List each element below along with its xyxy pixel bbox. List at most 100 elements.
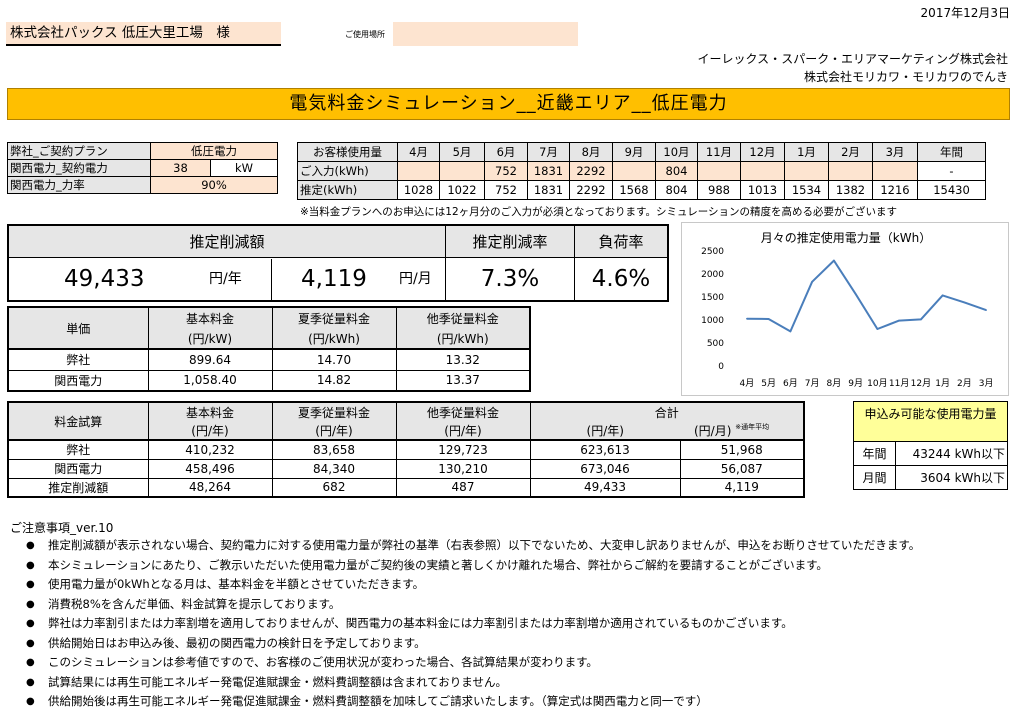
company-line-1: イーレックス・スパーク・エリアマーケティング株式会社: [697, 52, 1008, 66]
data-point: [920, 318, 922, 321]
usage-header-row: お客様使用量 4月 5月 6月 7月 8月 9月 10月 11月 12月 1月 …: [297, 142, 986, 162]
month-header: 3月: [872, 142, 918, 162]
company-line-2: 株式会社モリカワ・モリカワのでんき: [803, 70, 1008, 84]
usage-input-cell[interactable]: [872, 161, 918, 181]
table-cell: 14.70: [271, 348, 397, 371]
usage-input-cell[interactable]: 1831: [527, 161, 570, 181]
x-tick-label: 8月: [827, 378, 842, 389]
divider: [574, 226, 575, 300]
usage-table: お客様使用量 4月 5月 6月 7月 8月 9月 10月 11月 12月 1月 …: [297, 142, 986, 200]
x-tick-label: 4月: [740, 378, 755, 389]
usage-input-cell[interactable]: [697, 161, 741, 181]
row-label: 月間: [853, 465, 896, 490]
usage-input-cell[interactable]: [397, 161, 440, 181]
table-cell: 56,087: [679, 458, 805, 479]
row-label: 弊社: [7, 348, 149, 371]
usage-input-cell[interactable]: 2292: [569, 161, 613, 181]
reduction-header: 推定削減額: [9, 226, 445, 258]
load-header: 負荷率: [575, 226, 667, 258]
table-cell: 410,232: [147, 439, 273, 460]
y-tick-label: 2000: [701, 270, 724, 280]
usage-estimate-annual: 15430: [917, 180, 986, 200]
usage-input-cell[interactable]: 804: [655, 161, 698, 181]
notes-list: 推定削減額が表示されない場合、契約電力に対する使用電力量が弊社の基準（右表参照）…: [26, 536, 1016, 712]
month-header: 1月: [784, 142, 829, 162]
usage-input-cell[interactable]: [439, 161, 485, 181]
list-item: このシミュレーションは参考値ですので、お客様のご使用状況が変わった場合、各試算結…: [26, 653, 1016, 673]
usage-input-cell[interactable]: [828, 161, 873, 181]
contract-power-value: 38: [150, 159, 211, 177]
table-cell: 673,046: [529, 458, 681, 479]
customer-name: 株式会社パックス 低圧大里工場 様: [6, 22, 281, 46]
usage-input-annual: -: [917, 161, 986, 181]
table-cell: 458,496: [147, 458, 273, 479]
row-label: 推定削減額: [7, 477, 149, 498]
usage-input-label: ご入力(kWh): [297, 161, 398, 181]
total-header: 合計: [529, 401, 805, 421]
table-cell: 130,210: [395, 458, 531, 479]
series-line: [746, 259, 987, 333]
table-row: 弊社 899.64 14.70 13.32: [7, 348, 531, 371]
row-label: 年間: [853, 441, 896, 466]
table-cell: 487: [395, 477, 531, 498]
table-cell: 13.37: [395, 369, 531, 392]
x-tick-label: 5月: [761, 378, 776, 389]
plan-label: 弊社_ご契約プラン: [7, 142, 151, 160]
x-tick-label: 1月: [935, 378, 950, 389]
annual-header: 年間: [917, 142, 986, 162]
month-header: 8月: [569, 142, 613, 162]
y-tick-label: 1000: [701, 316, 724, 326]
plan-value: 低圧電力: [150, 142, 278, 160]
chart-plot: 0 500 1000 1500 2000 2500 4月 5月 6月 7月 8月 9月 10月 11月 12…: [701, 247, 993, 389]
list-item: 供給開始後は再生可能エネルギー発電促進賦課金・燃料費調整額を加味してご請求いたし…: [26, 692, 1016, 712]
data-point: [811, 280, 813, 283]
month-header: 4月: [397, 142, 440, 162]
plan-label: 関西電力_契約電力: [7, 159, 151, 177]
data-point: [746, 317, 748, 320]
usage-input-cell[interactable]: 752: [484, 161, 528, 181]
list-item: 弊社は力率割引または力率割増を適用しておりませんが、関西電力の基本料金には力率割…: [26, 614, 1016, 634]
x-tick-label: 6月: [783, 378, 798, 389]
usage-input-cell[interactable]: [740, 161, 785, 181]
calc-header: 他季従量料金: [395, 401, 531, 421]
usage-chart: 月々の推定使用電力量（kWh） 0 500 1000 1500 2000 2500 4月 5月…: [681, 222, 1009, 396]
usage-note: ※当料金プランへのお申込には12ヶ月分のご入力が必須となっております。シミュレー…: [300, 206, 898, 218]
annual-reduction-unit: 円/年: [209, 271, 242, 287]
x-tick-label: 11月: [889, 378, 909, 389]
unit-header: 他季従量料金: [395, 306, 531, 328]
divider: [271, 259, 272, 300]
plan-row: 弊社_ご契約プラン 低圧電力: [7, 142, 278, 160]
month-header: 9月: [612, 142, 656, 162]
y-tick-label: 1500: [701, 293, 724, 303]
usage-estimate-cell: 1534: [784, 180, 829, 200]
table-row: 推定削減額 48,264 682 487 49,433 4,119: [7, 477, 805, 498]
unit-header-unit: (円/kWh): [271, 328, 397, 350]
reduction-rate-value: 7.3%: [480, 266, 540, 292]
contract-power-unit: kW: [210, 159, 278, 177]
plan-row: 関西電力_力率 90%: [7, 176, 278, 194]
document-date: 2017年12月3日: [920, 6, 1010, 20]
location-label: ご使用場所: [345, 30, 385, 39]
table-row: 弊社 410,232 83,658 129,723 623,613 51,968: [7, 439, 805, 460]
usage-input-cell[interactable]: [612, 161, 656, 181]
table-cell: 129,723: [395, 439, 531, 460]
usage-input-cell[interactable]: [784, 161, 829, 181]
table-cell: 899.64: [147, 348, 273, 371]
usage-estimate-cell: 988: [697, 180, 741, 200]
row-label: 関西電力: [7, 458, 149, 479]
table-cell: 13.32: [395, 348, 531, 371]
calc-header: 夏季従量料金: [271, 401, 397, 421]
calc-header-unit: (円/年): [395, 421, 531, 441]
data-point: [876, 328, 879, 330]
table-cell: 51,968: [679, 439, 805, 460]
x-tick-label: 12月: [911, 378, 931, 389]
divider: [445, 226, 446, 300]
unit-header-unit: (円/kWh): [395, 328, 531, 350]
calc-header-unit: (円/年): [271, 421, 397, 441]
table-cell: 14.82: [271, 369, 397, 392]
plan-table: 弊社_ご契約プラン 低圧電力 関西電力_契約電力 38 kW 関西電力_力率 9…: [7, 142, 278, 194]
table-cell: 49,433: [529, 477, 681, 498]
total-month-note: ※通年平均: [735, 422, 770, 431]
month-header: 10月: [655, 142, 698, 162]
table-row: 関西電力 458,496 84,340 130,210 673,046 56,0…: [7, 458, 805, 479]
